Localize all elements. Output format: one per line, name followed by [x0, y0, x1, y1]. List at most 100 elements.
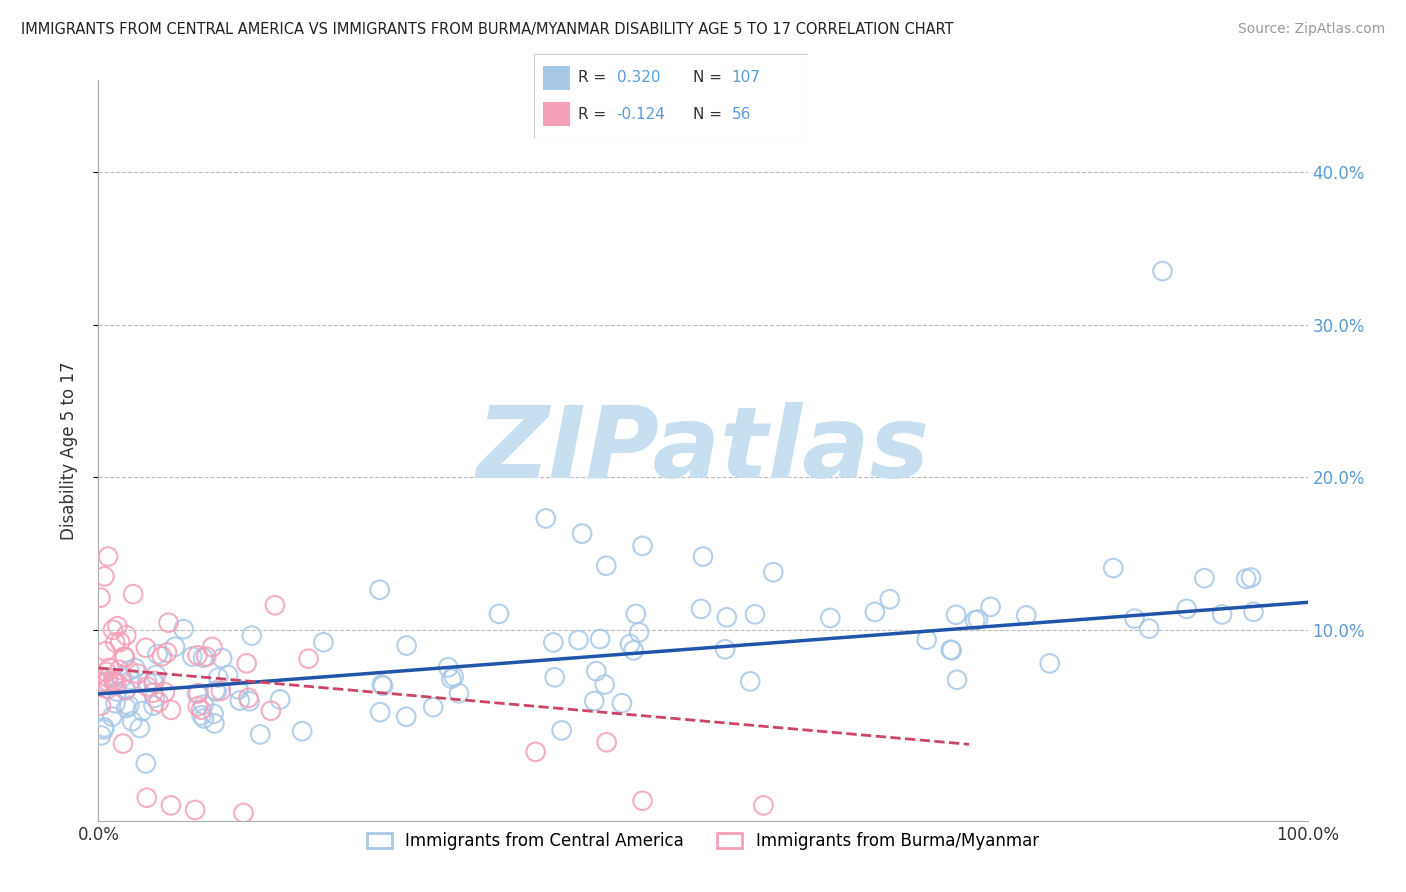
Point: [124, 661, 146, 675]
Point: [744, 607, 766, 622]
Point: [965, 613, 987, 627]
Point: [131, 704, 153, 718]
Point: [107, 619, 129, 633]
Point: [595, 558, 617, 573]
Point: [631, 539, 654, 553]
Point: [1039, 657, 1062, 671]
Point: [150, 649, 173, 664]
Point: [714, 642, 737, 657]
Point: [93, 569, 115, 583]
Point: [443, 670, 465, 684]
Point: [121, 714, 143, 729]
Point: [395, 710, 418, 724]
Point: [103, 674, 125, 689]
Text: R =: R =: [578, 106, 606, 121]
Point: [135, 790, 157, 805]
Point: [232, 805, 254, 820]
Point: [1152, 264, 1174, 278]
Point: [94, 644, 117, 658]
Point: [187, 648, 209, 663]
Point: [143, 673, 166, 688]
Point: [193, 711, 215, 725]
Point: [128, 721, 150, 735]
Point: [190, 708, 212, 723]
Point: [437, 660, 460, 674]
Point: [146, 647, 169, 661]
Point: [422, 700, 444, 714]
Text: 56: 56: [731, 106, 751, 121]
Point: [136, 674, 159, 689]
Point: [239, 694, 262, 708]
Point: [135, 756, 157, 771]
Point: [1015, 608, 1038, 623]
Point: [89, 591, 111, 605]
Point: [195, 649, 218, 664]
Point: [93, 720, 115, 734]
Point: [127, 666, 149, 681]
Point: [118, 664, 141, 678]
Point: [207, 671, 229, 685]
Point: [229, 693, 252, 707]
Point: [160, 798, 183, 813]
Point: [567, 632, 589, 647]
Point: [156, 646, 179, 660]
Point: [97, 549, 120, 564]
Point: [228, 682, 250, 697]
Point: [108, 635, 131, 649]
Point: [157, 615, 180, 630]
Point: [181, 649, 204, 664]
Point: [153, 685, 176, 699]
Point: [1243, 605, 1265, 619]
Point: [1211, 607, 1233, 622]
Point: [249, 727, 271, 741]
Point: [204, 683, 226, 698]
Point: [103, 674, 125, 689]
Point: [762, 566, 785, 580]
Point: [820, 611, 842, 625]
Point: [97, 681, 120, 696]
Point: [368, 705, 391, 719]
Point: [108, 663, 131, 677]
Point: [312, 635, 335, 649]
Point: [395, 639, 418, 653]
Point: [945, 607, 967, 622]
Point: [118, 698, 141, 713]
Point: [879, 592, 901, 607]
Point: [115, 701, 138, 715]
Text: 107: 107: [731, 70, 761, 86]
Point: [122, 587, 145, 601]
Point: [187, 686, 209, 700]
Point: [583, 694, 606, 708]
Text: N =: N =: [693, 106, 723, 121]
Point: [550, 723, 572, 738]
Point: [163, 640, 186, 654]
Point: [143, 690, 166, 705]
Point: [202, 716, 225, 731]
Point: [89, 675, 111, 690]
Point: [211, 651, 233, 665]
Point: [209, 683, 232, 698]
Point: [752, 798, 775, 813]
Point: [114, 682, 136, 697]
Point: [114, 650, 136, 665]
Point: [101, 709, 124, 723]
Text: N =: N =: [693, 70, 723, 86]
Point: [628, 625, 651, 640]
Point: [631, 794, 654, 808]
Text: R =: R =: [578, 70, 606, 86]
Point: [97, 674, 120, 689]
Point: [114, 683, 136, 698]
Point: [1240, 571, 1263, 585]
Point: [585, 664, 607, 678]
Point: [440, 672, 463, 686]
Y-axis label: Disability Age 5 to 17: Disability Age 5 to 17: [59, 361, 77, 540]
Point: [619, 637, 641, 651]
Point: [269, 692, 291, 706]
Point: [142, 686, 165, 700]
Point: [160, 703, 183, 717]
FancyBboxPatch shape: [534, 54, 808, 138]
Point: [235, 657, 257, 671]
Point: [716, 610, 738, 624]
Point: [524, 745, 547, 759]
Point: [980, 599, 1002, 614]
